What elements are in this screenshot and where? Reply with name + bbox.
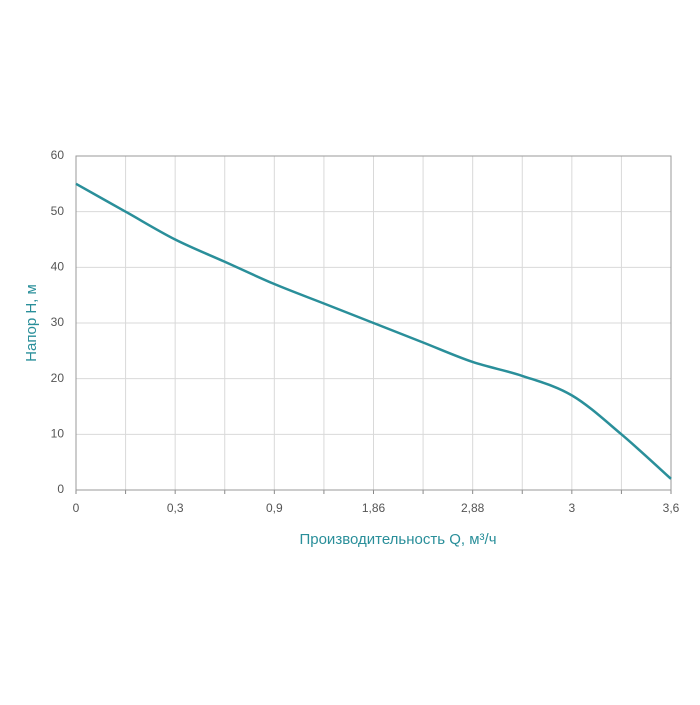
x-tick-label: 0 (73, 501, 80, 515)
y-tick-label: 10 (51, 427, 65, 441)
curve (75, 182, 672, 480)
x-tick-label: 3 (568, 501, 575, 515)
plot-border (75, 155, 672, 491)
x-tick-label: 1,86 (362, 501, 386, 515)
x-tick-label: 3,6 (663, 501, 680, 515)
y-tick-label: 0 (57, 482, 64, 496)
x-tick-label: 0,3 (167, 501, 184, 515)
x-tick-label: 0,9 (266, 501, 283, 515)
x-axis-title: Производительность Q, м³/ч (299, 531, 496, 548)
x-tick-label: 2,88 (461, 501, 485, 515)
y-tick-label: 60 (51, 148, 65, 162)
y-tick-label: 30 (51, 315, 65, 329)
y-tick-label: 50 (51, 204, 65, 218)
y-axis-title: Напор Н, м (23, 284, 40, 362)
y-tick-label: 40 (51, 260, 65, 274)
y-tick-label: 20 (51, 371, 65, 385)
